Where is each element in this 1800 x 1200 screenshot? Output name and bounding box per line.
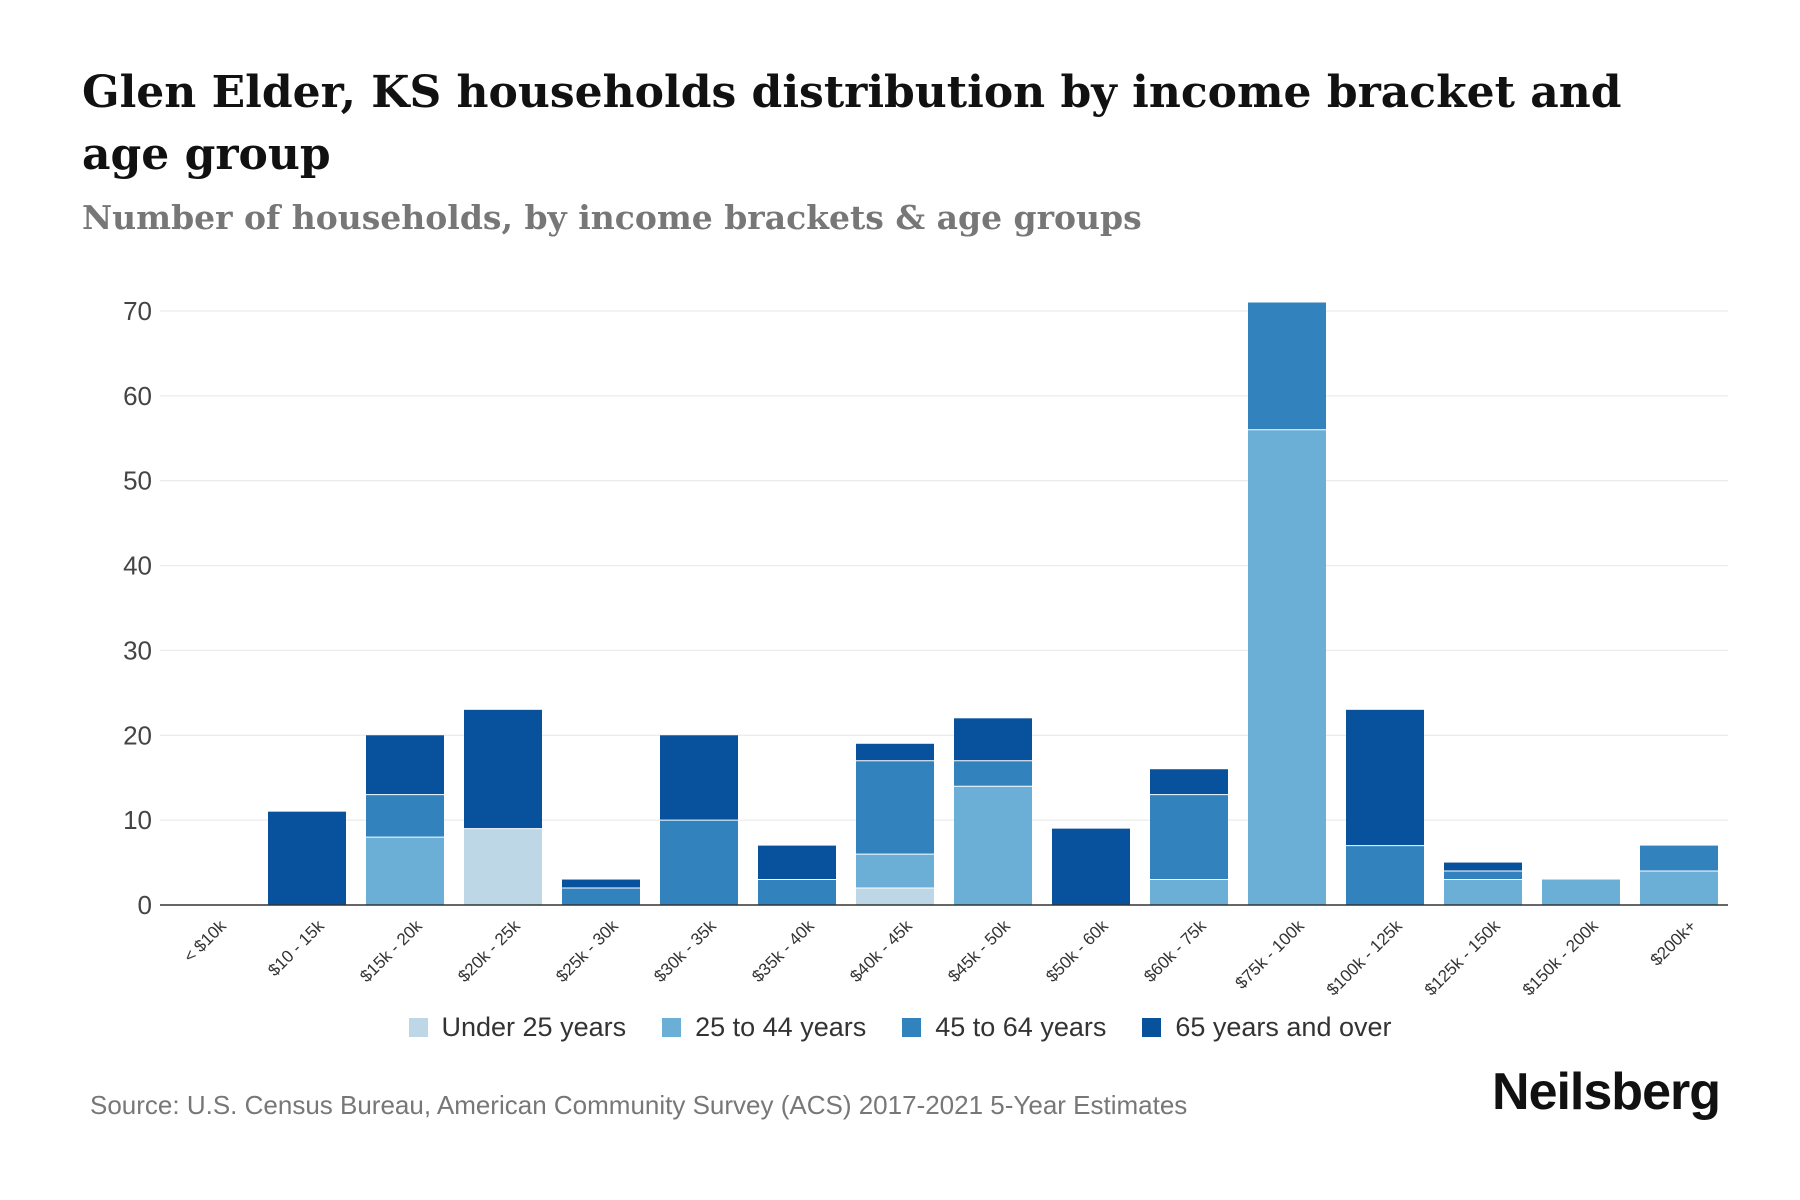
bar-segment xyxy=(1444,879,1522,905)
x-tick-label: $25k - 30k xyxy=(552,916,622,986)
bar-segment xyxy=(1444,871,1522,880)
bar-segment xyxy=(562,879,640,889)
x-tick-label: $40k - 45k xyxy=(846,916,916,986)
bar-segment xyxy=(758,879,836,905)
x-tick-label: $150k - 200k xyxy=(1519,916,1602,999)
chart-area: 0 10 20 30 40 50 60 70 < $10k $10 - 15k $15k - 20k… xyxy=(123,296,1728,999)
bar-segment xyxy=(856,888,934,905)
bar-segment xyxy=(856,760,934,855)
y-tick-label: 50 xyxy=(123,466,152,496)
legend-item: 45 to 64 years xyxy=(902,1012,1106,1043)
bar-segment xyxy=(366,794,444,838)
bar-segment xyxy=(856,854,934,889)
y-tick-label: 40 xyxy=(123,551,152,581)
brand-logo: Neilsberg xyxy=(1492,1063,1721,1121)
x-tick-label: $15k - 20k xyxy=(356,916,426,986)
bar-segment xyxy=(1346,845,1424,905)
legend-label: Under 25 years xyxy=(441,1012,627,1042)
y-tick-label: 60 xyxy=(123,381,152,411)
x-tick-label: $10 - 15k xyxy=(264,916,328,980)
x-tick-label: $45k - 50k xyxy=(944,916,1014,986)
bar-segment xyxy=(1640,845,1718,872)
legend-label: 65 years and over xyxy=(1175,1012,1392,1042)
y-tick-label: 30 xyxy=(123,635,152,665)
legend-swatch xyxy=(662,1018,682,1037)
y-tick-label: 0 xyxy=(138,890,152,920)
x-tick-label: $50k - 60k xyxy=(1042,916,1112,986)
x-tick-label: $30k - 35k xyxy=(650,916,720,986)
chart-subtitle: Number of households, by income brackets… xyxy=(82,198,1142,237)
x-tick-label: $35k - 40k xyxy=(748,916,818,986)
y-tick-label: 70 xyxy=(123,296,152,326)
bar-segment xyxy=(1052,828,1130,905)
bar-segment xyxy=(366,735,444,795)
bar-segment xyxy=(954,786,1032,905)
bar-segment xyxy=(1542,879,1620,905)
y-tick-label: 20 xyxy=(123,720,152,750)
x-tick-label: $20k - 25k xyxy=(454,916,524,986)
x-tick-label: < $10k xyxy=(180,916,230,966)
legend-swatch xyxy=(1142,1018,1162,1037)
y-tick-label: 10 xyxy=(123,805,152,835)
bar-segment xyxy=(660,735,738,821)
bar-segment xyxy=(464,828,542,905)
bar-segment xyxy=(1150,794,1228,880)
bar-segment xyxy=(1346,709,1424,846)
bar-segment xyxy=(758,845,836,880)
bar-segment xyxy=(562,888,640,905)
bar-segment xyxy=(954,718,1032,761)
legend-swatch xyxy=(902,1018,922,1037)
x-tick-label: $60k - 75k xyxy=(1140,916,1210,986)
bar-segment xyxy=(954,760,1032,787)
legend-label: 45 to 64 years xyxy=(935,1012,1107,1042)
legend-item: 25 to 44 years xyxy=(662,1012,866,1043)
legend: Under 25 years 25 to 44 years 45 to 64 yea… xyxy=(0,1012,1800,1043)
legend-swatch xyxy=(408,1018,428,1037)
bar-segment xyxy=(1248,302,1326,430)
bar-segment xyxy=(1640,871,1718,905)
bar-segment xyxy=(1150,769,1228,795)
x-tick-label: $100k - 125k xyxy=(1323,916,1406,999)
bar-segment xyxy=(660,820,738,905)
bar-segment xyxy=(856,743,934,761)
bar-segment xyxy=(366,837,444,905)
bar-segment xyxy=(1248,429,1326,905)
x-tick-label: $75k - 100k xyxy=(1232,916,1309,993)
source-note: Source: U.S. Census Bureau, American Com… xyxy=(90,1090,1188,1120)
bar-segment xyxy=(268,811,346,905)
x-tick-label: $200k+ xyxy=(1647,916,1700,969)
bar-segment xyxy=(464,709,542,829)
chart-title: Glen Elder, KS households distribution b… xyxy=(82,67,1622,180)
legend-item: 65 years and over xyxy=(1142,1012,1392,1043)
bar-segment xyxy=(1150,879,1228,905)
legend-item: Under 25 years xyxy=(408,1012,627,1043)
legend-label: 25 to 44 years xyxy=(695,1012,867,1042)
x-tick-label: $125k - 150k xyxy=(1421,916,1504,999)
bar-segment xyxy=(1444,862,1522,872)
